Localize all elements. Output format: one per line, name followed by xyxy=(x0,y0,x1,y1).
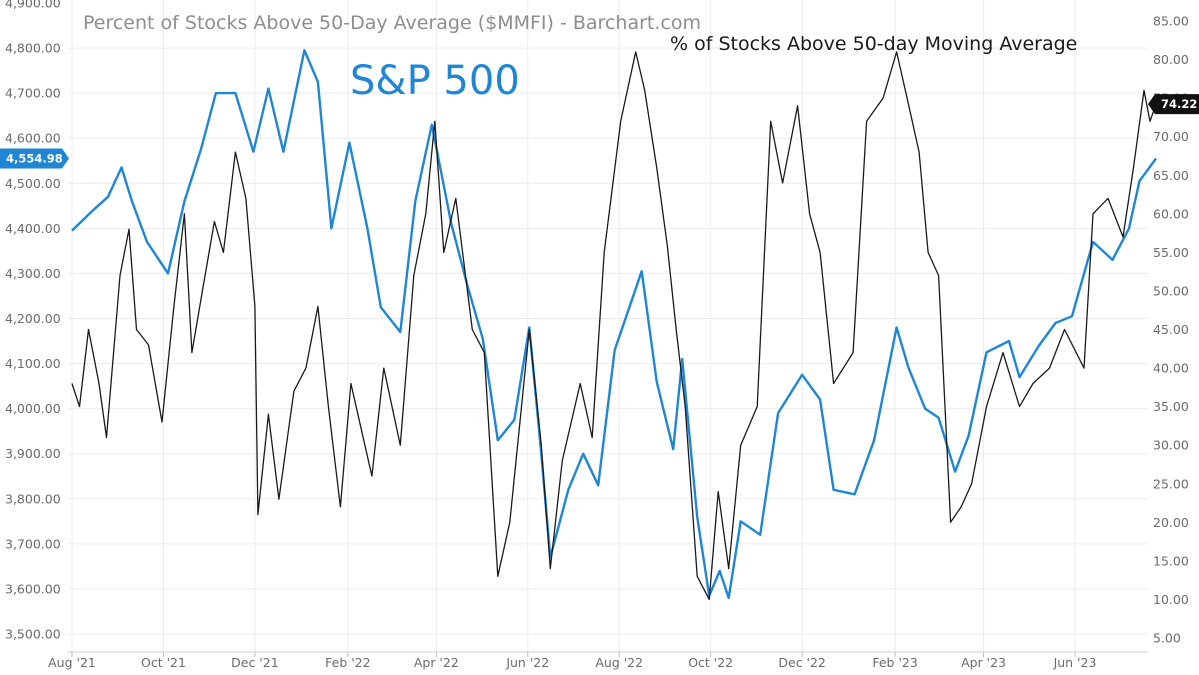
x-tick-label: Aug '21 xyxy=(48,655,96,670)
right-tick-label: 35.00 xyxy=(1153,399,1189,414)
left-last-value-label: 4,554.98 xyxy=(6,152,63,166)
left-tick-label: 4,900.00 xyxy=(5,0,61,11)
mmfi-line xyxy=(71,51,1157,601)
left-tick-label: 4,100.00 xyxy=(5,356,61,371)
left-tick-label: 4,400.00 xyxy=(5,221,61,236)
right-tick-label: 5.00 xyxy=(1153,631,1181,646)
sp500-line xyxy=(71,49,1157,600)
right-tick-label: 10.00 xyxy=(1153,592,1189,607)
right-y-axis: 5.00 10.00 15.00 20.00 25.00 30.00 35.00 40.00 4… xyxy=(1153,14,1189,646)
right-tick-label: 40.00 xyxy=(1153,361,1189,376)
left-tick-label: 4,000.00 xyxy=(5,401,61,416)
right-tick-label: 25.00 xyxy=(1153,476,1189,491)
x-tick-label: Apr '22 xyxy=(414,655,459,670)
left-tick-label: 4,800.00 xyxy=(5,41,61,56)
x-tick-label: Feb '22 xyxy=(325,655,370,670)
left-tick-label: 3,600.00 xyxy=(5,581,61,596)
right-last-value-label: 74.22 xyxy=(1161,97,1197,111)
grid-lines xyxy=(68,0,1148,653)
left-tick-label: 3,800.00 xyxy=(5,491,61,506)
left-tick-label: 3,700.00 xyxy=(5,536,61,551)
x-tick-label: Oct '22 xyxy=(688,655,733,670)
right-tick-label: 45.00 xyxy=(1153,322,1189,337)
series-lines xyxy=(71,49,1157,601)
right-tick-label: 30.00 xyxy=(1153,438,1189,453)
x-tick-label: Dec '21 xyxy=(231,655,279,670)
right-tick-label: 50.00 xyxy=(1153,283,1189,298)
right-tick-label: 60.00 xyxy=(1153,206,1189,221)
left-tick-label: 4,300.00 xyxy=(5,266,61,281)
right-last-value-badge: 74.22 xyxy=(1148,94,1199,115)
right-tick-label: 15.00 xyxy=(1153,553,1189,568)
left-tick-label: 3,900.00 xyxy=(5,446,61,461)
x-tick-label: Jun '22 xyxy=(505,655,549,670)
x-tick-label: Oct '21 xyxy=(141,655,186,670)
right-tick-label: 70.00 xyxy=(1153,129,1189,144)
x-tick-label: Aug '22 xyxy=(595,655,643,670)
right-tick-label: 85.00 xyxy=(1153,14,1189,29)
left-tick-label: 4,200.00 xyxy=(5,311,61,326)
x-tick-label: Apr '23 xyxy=(961,655,1006,670)
annotation-sp500: S&P 500 xyxy=(350,58,520,104)
left-y-axis: 3,500.00 3,600.00 3,700.00 3,800.00 3,900.00… xyxy=(5,0,61,642)
left-tick-label: 3,500.00 xyxy=(5,627,61,642)
left-tick-label: 4,600.00 xyxy=(5,131,61,146)
left-tick-label: 4,500.00 xyxy=(5,176,61,191)
right-tick-label: 55.00 xyxy=(1153,245,1189,260)
chart-title: Percent of Stocks Above 50-Day Average (… xyxy=(83,12,701,34)
right-tick-label: 80.00 xyxy=(1153,52,1189,67)
x-axis: Aug '21 Oct '21 Dec '21 Feb '22 Apr '22 Jun '… xyxy=(48,652,1096,670)
right-tick-label: 20.00 xyxy=(1153,515,1189,530)
x-tick-label: Jun '23 xyxy=(1053,655,1097,670)
x-tick-label: Feb '23 xyxy=(872,655,917,670)
annotation-mmfi: % of Stocks Above 50-day Moving Average xyxy=(670,33,1077,55)
x-tick-label: Dec '22 xyxy=(778,655,826,670)
right-tick-label: 65.00 xyxy=(1153,168,1189,183)
left-last-value-badge: 4,554.98 xyxy=(0,148,69,169)
left-tick-label: 4,700.00 xyxy=(5,86,61,101)
